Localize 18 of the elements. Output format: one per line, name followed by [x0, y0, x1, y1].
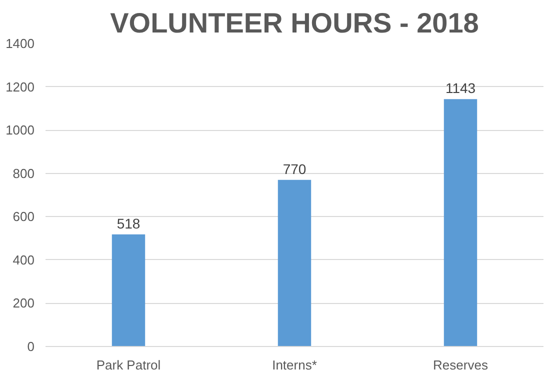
y-tick-label: 400 [12, 252, 35, 268]
y-tick-label: 800 [12, 166, 35, 181]
y-tick-label: 1200 [6, 79, 34, 94]
x-tick-label: Interns* [272, 358, 317, 372]
y-tick-label: 1400 [6, 36, 34, 51]
bar [444, 99, 478, 346]
data-label: 518 [116, 215, 140, 232]
y-tick-label: 200 [12, 296, 35, 311]
y-tick-label: 1000 [6, 122, 34, 138]
bar [278, 180, 312, 346]
y-tick-label: 0 [27, 339, 35, 354]
bar [112, 234, 146, 346]
x-tick-label: Park Patrol [96, 358, 161, 372]
y-tick-label: 600 [12, 209, 35, 224]
data-label: 1143 [445, 80, 476, 96]
data-label: 770 [282, 160, 306, 177]
x-tick-label: Reserves [433, 358, 488, 372]
chart-title: VOLUNTEER HOURS - 2018 [110, 8, 479, 38]
